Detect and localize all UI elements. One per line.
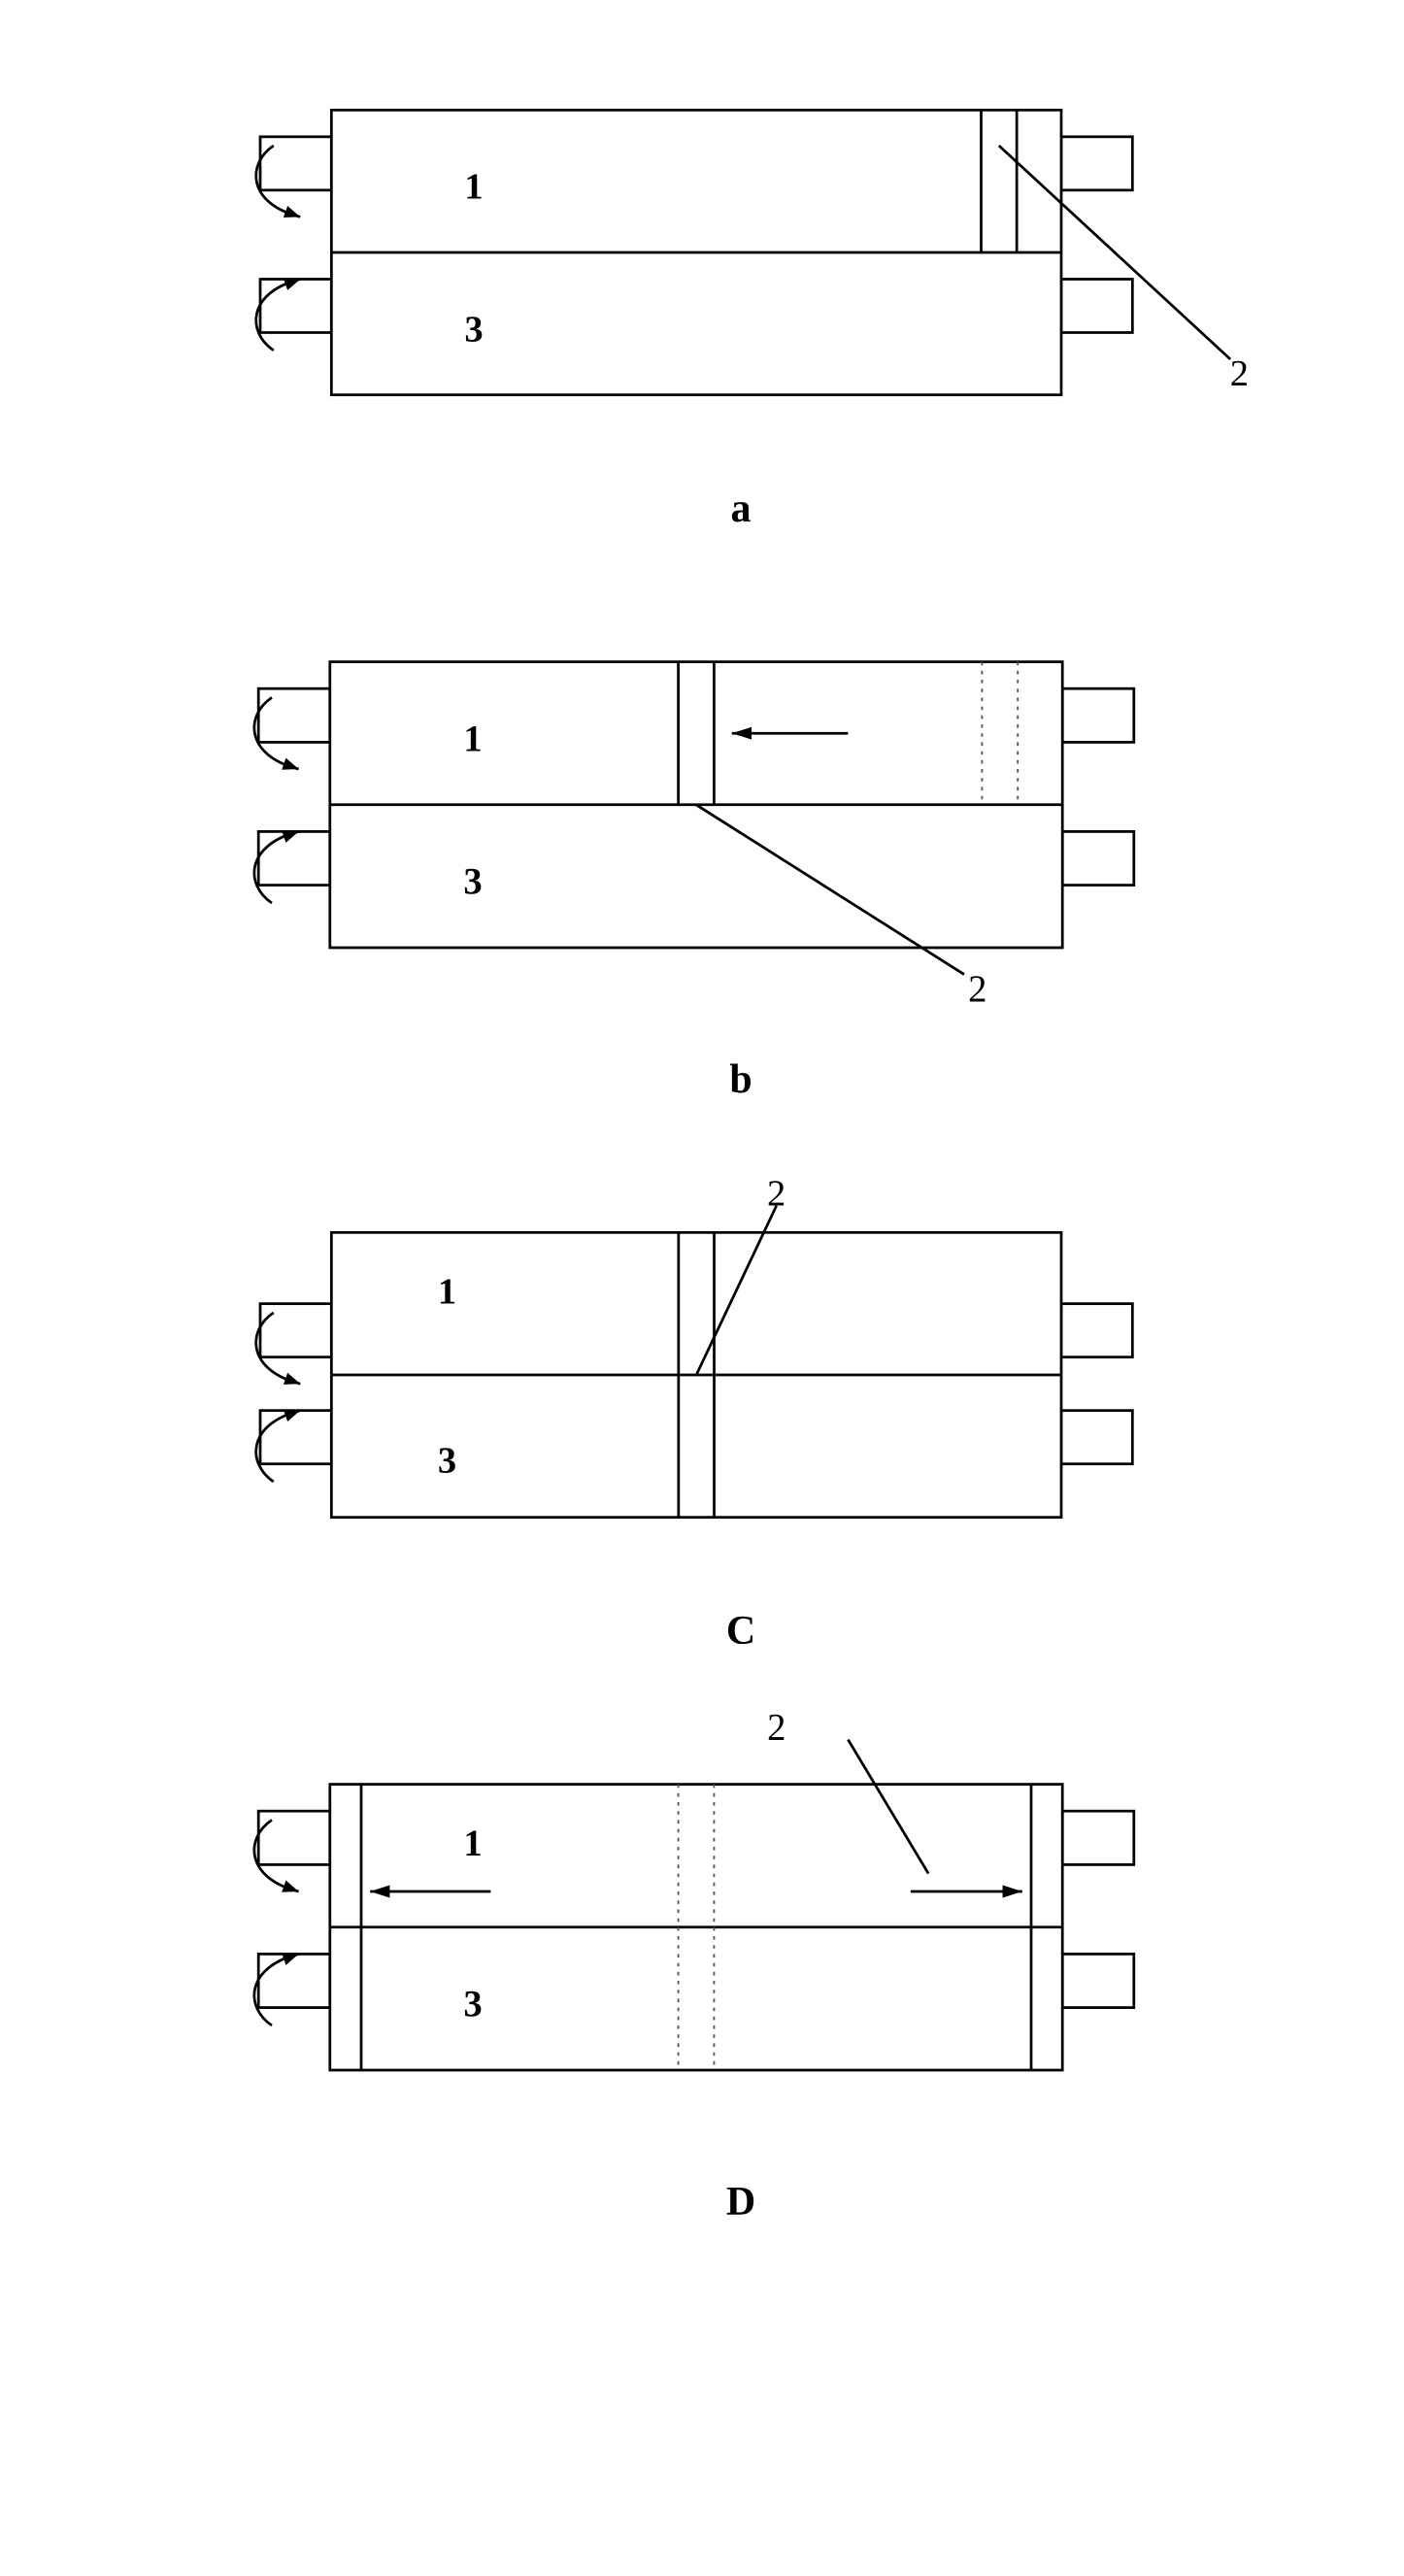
caption-a: a	[39, 485, 1404, 532]
svg-text:2: 2	[767, 1713, 786, 1748]
svg-text:2: 2	[767, 1173, 786, 1214]
svg-text:2: 2	[1230, 353, 1249, 394]
svg-text:3: 3	[463, 861, 482, 902]
caption-c: C	[39, 1608, 1404, 1655]
svg-text:1: 1	[438, 1271, 456, 1312]
caption-b: b	[39, 1056, 1404, 1103]
svg-text:2: 2	[968, 969, 986, 1010]
diagram-svg-b: 1 3 2	[158, 590, 1323, 1037]
diagram-b: 1 3 2 b	[39, 590, 1404, 1103]
svg-text:1: 1	[463, 719, 482, 759]
svg-text:3: 3	[463, 1984, 482, 2024]
svg-text:1: 1	[464, 167, 483, 208]
svg-text:3: 3	[464, 309, 483, 350]
diagram-svg-d: 1 3 2	[158, 1713, 1323, 2159]
svg-text:3: 3	[438, 1440, 456, 1481]
svg-text:1: 1	[463, 1823, 482, 1864]
diagram-svg-a: 1 3 2	[158, 39, 1323, 466]
diagram-a: 1 3 2 a	[39, 39, 1404, 532]
diagram-svg-c: 1 3 2	[158, 1161, 1323, 1589]
caption-d: D	[39, 2179, 1404, 2225]
diagram-c: 1 3 2 C	[39, 1161, 1404, 1655]
diagram-d: 1 3 2 D	[39, 1713, 1404, 2225]
